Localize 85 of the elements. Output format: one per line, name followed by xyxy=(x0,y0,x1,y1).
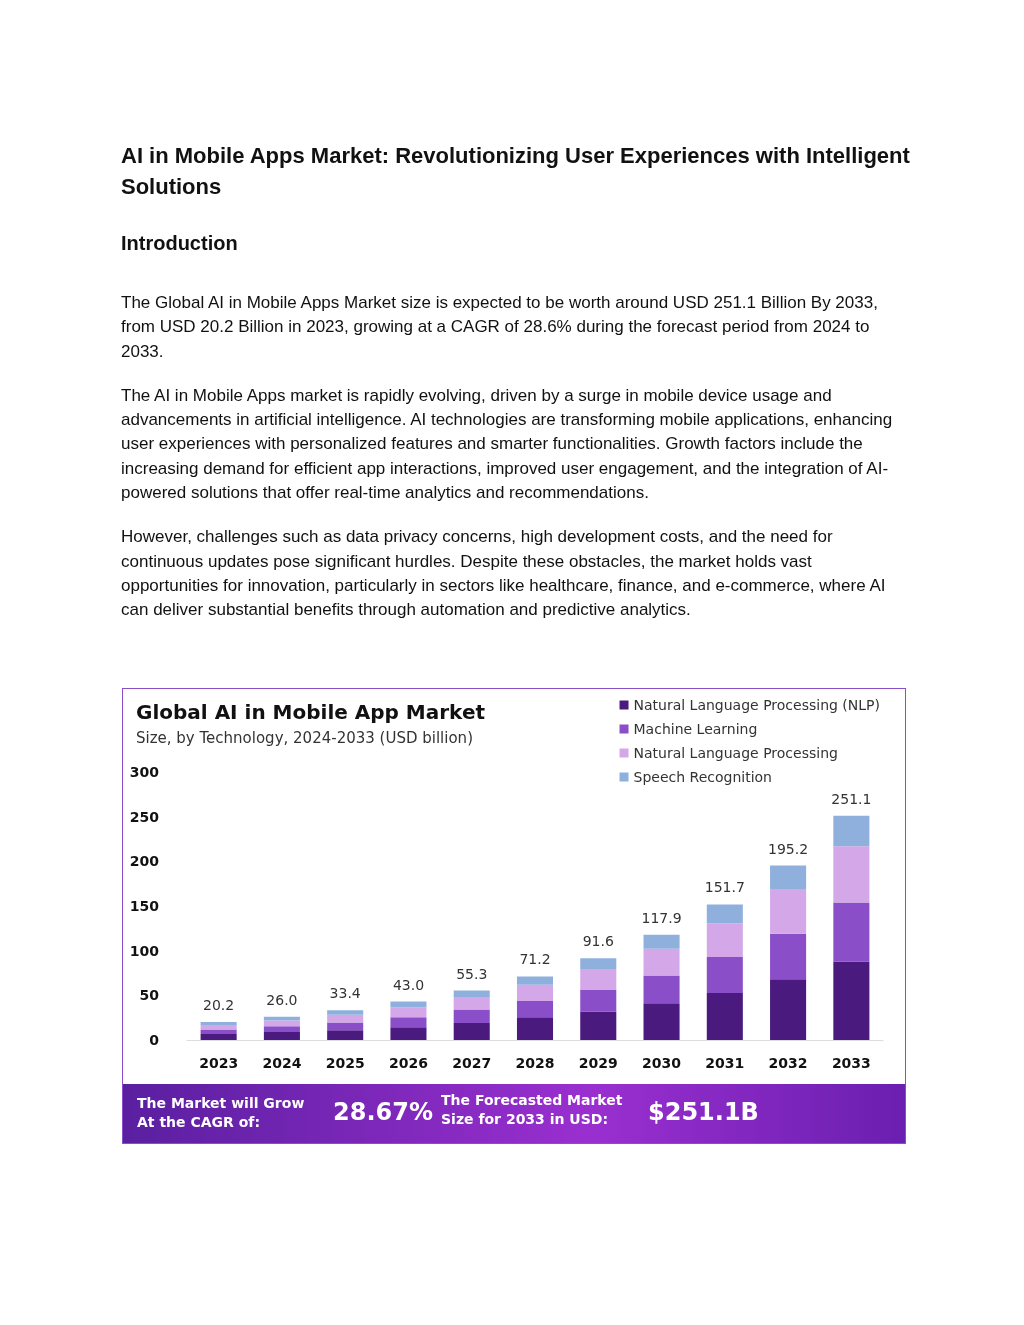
bar xyxy=(643,975,680,1004)
bar xyxy=(770,865,807,890)
bar xyxy=(390,1027,427,1040)
bar xyxy=(643,934,680,949)
x-tick-label: 2027 xyxy=(452,1055,492,1071)
bar xyxy=(770,933,807,980)
text: The AI in Mobile Apps market is rapidly evolving, driven by a surge in mobile device usage and advancements in artificial intelligence. AI technologies are transforming mobile applications, enhancing user experiences with personalized features and smarter functionalities. Growth factors include the increasing demand for efficient app interactions, improved user engagement, and the integration of AI-powered solutions that offer real-time analytics and recommendations. xyxy=(121,384,894,505)
bar xyxy=(706,992,743,1040)
total-label: 20.2 xyxy=(203,996,235,1013)
total-label: 91.6 xyxy=(582,933,614,950)
bar xyxy=(643,1003,680,1040)
y-tick-label: 100 xyxy=(129,942,160,959)
text: The Market will Grow At the CAGR of: xyxy=(137,1094,306,1132)
bar xyxy=(200,1033,237,1040)
x-tick-label: 2025 xyxy=(325,1055,365,1071)
bar xyxy=(770,979,807,1040)
legend-label: Natural Language Processing xyxy=(633,745,838,761)
bar xyxy=(327,1030,364,1040)
bar xyxy=(327,1014,364,1023)
x-tick-label: 2032 xyxy=(768,1055,808,1071)
bar xyxy=(643,948,680,976)
total-label: 71.2 xyxy=(519,951,551,968)
bar xyxy=(706,904,743,924)
bar xyxy=(770,889,807,934)
y-tick-label: 50 xyxy=(139,987,160,1004)
total-label: 55.3 xyxy=(456,965,488,982)
bar xyxy=(453,1009,490,1024)
bar xyxy=(327,1010,364,1015)
bar xyxy=(706,923,743,957)
y-tick-label: 0 xyxy=(149,1032,160,1048)
x-tick-label: 2031 xyxy=(705,1055,745,1071)
total-label: 151.7 xyxy=(704,879,745,896)
bar xyxy=(327,1022,364,1031)
text: AI in Mobile Apps Market: Revolutionizing User Experiences with Intelligent Solutions xyxy=(121,142,911,201)
legend-label: Speech Recognition xyxy=(633,769,772,785)
x-tick-label: 2026 xyxy=(388,1055,428,1071)
x-tick-label: 2029 xyxy=(578,1055,618,1071)
total-label: 33.4 xyxy=(329,985,361,1002)
text: Introduction xyxy=(121,232,239,255)
x-tick-label: 2028 xyxy=(515,1055,555,1071)
total-label: 251.1 xyxy=(831,790,872,807)
total-label: 43.0 xyxy=(392,976,425,993)
y-tick-label: 300 xyxy=(129,764,160,780)
x-tick-label: 2030 xyxy=(642,1055,682,1071)
bar xyxy=(263,1020,300,1027)
bar xyxy=(263,1031,300,1040)
bar xyxy=(833,815,870,847)
y-tick-label: 250 xyxy=(129,808,160,825)
bar xyxy=(200,1029,237,1034)
legend-label: Machine Learning xyxy=(633,721,758,737)
bar xyxy=(390,1007,427,1018)
bar xyxy=(833,961,870,1040)
bar xyxy=(516,1017,554,1040)
text: The Global AI in Mobile Apps Market size is expected to be worth around USD 251.1 Billion By 2033, from USD 20.2 Billion in 2023, growing at a CAGR of 28.6% during the forecast period from 2024 to 2033. xyxy=(121,292,879,363)
x-tick-label: 2024 xyxy=(262,1055,302,1071)
bar xyxy=(580,958,617,969)
text: $251.1B xyxy=(648,1097,760,1128)
bar xyxy=(516,984,554,1002)
total-label: 26.0 xyxy=(266,991,298,1008)
bar xyxy=(580,989,617,1012)
bar xyxy=(390,1017,427,1028)
text: The Forecasted Market Size for 2033 in USD: xyxy=(441,1091,624,1129)
total-label: 117.9 xyxy=(641,909,682,926)
bar xyxy=(516,976,554,985)
total-label: 195.2 xyxy=(768,840,809,857)
bar xyxy=(833,846,870,903)
bar xyxy=(706,956,743,993)
chart-title: Global AI in Mobile App Market xyxy=(136,700,486,724)
bar xyxy=(580,1011,617,1040)
y-tick-label: 150 xyxy=(129,898,160,914)
bar xyxy=(516,1001,554,1018)
y-tick-label: 200 xyxy=(129,853,160,870)
bar xyxy=(453,1023,490,1040)
bar xyxy=(453,990,490,998)
bar xyxy=(263,1026,300,1032)
text: However, challenges such as data privacy concerns, high development costs, and the need for continuous updates pose significant hurdles. Despite these obstacles, the market holds vast opportunities for innovation, particularly in sectors like healthcare, finance, and e-commerce, where AI can deliver substantial benefits through automation and predictive analytics. xyxy=(121,526,887,622)
legend-label: Natural Language Processing (NLP) xyxy=(633,697,881,713)
bar xyxy=(833,902,870,962)
bar xyxy=(200,1021,237,1025)
chart-subtitle: Size, by Technology, 2024-2033 (USD billion) xyxy=(136,728,473,747)
text: 28.67% xyxy=(333,1098,433,1126)
x-tick-label: 2033 xyxy=(831,1055,871,1071)
bar xyxy=(453,997,490,1010)
x-tick-label: 2023 xyxy=(199,1055,239,1071)
bar xyxy=(580,968,617,990)
